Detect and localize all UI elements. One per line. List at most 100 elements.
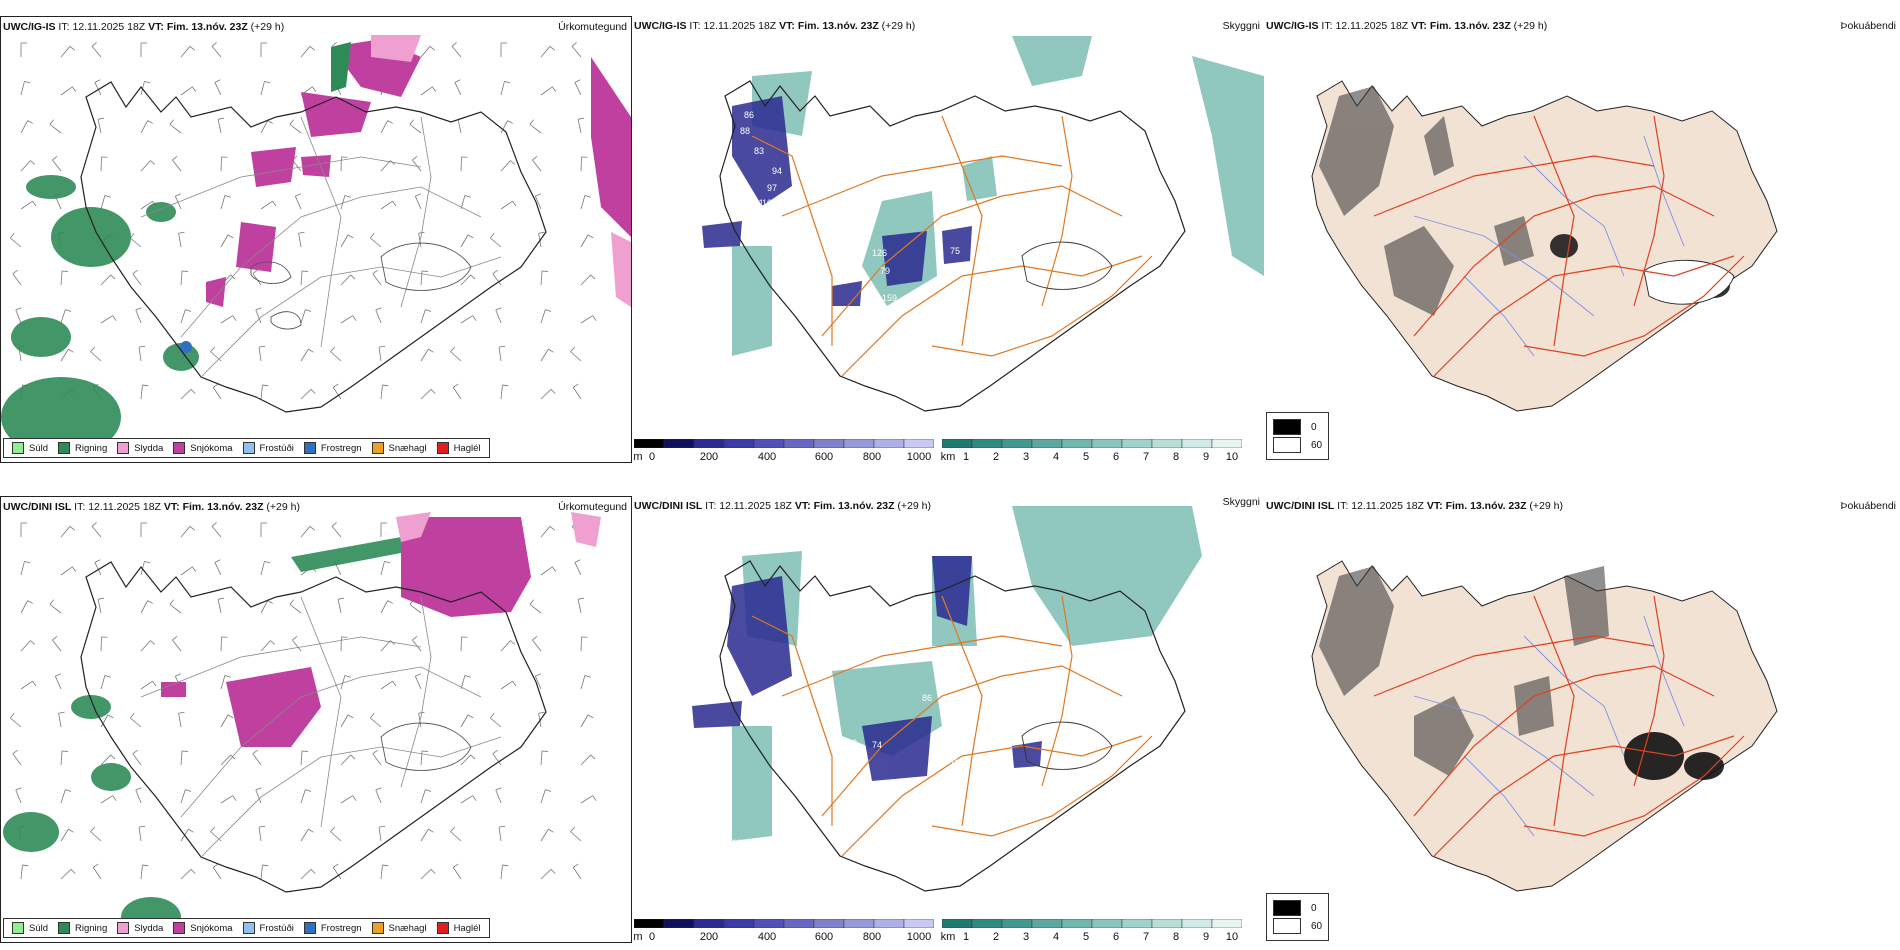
wind-barb-flag <box>232 795 237 801</box>
wind-barb-flag <box>27 120 34 124</box>
wind-barb-flag <box>107 714 114 719</box>
cloud-base-label: 101 <box>732 838 747 848</box>
wind-barb <box>180 789 186 804</box>
wind-barb <box>211 46 222 58</box>
wind-barb-flag <box>308 828 314 833</box>
wind-barb-flag <box>578 117 585 120</box>
legend-label: Rigning <box>75 922 108 934</box>
wind-barb-flag <box>91 42 97 47</box>
wind-barb <box>20 120 28 134</box>
wind-barb <box>580 315 594 324</box>
wind-barb-flag <box>72 566 77 572</box>
colorbar-tick: 200 <box>699 451 719 463</box>
wind-barb-flag <box>262 384 269 387</box>
colorbar-m-swatches <box>633 918 935 929</box>
wind-barb-flag <box>387 120 394 124</box>
legend-label: Haglél <box>453 922 481 934</box>
wind-barb <box>140 120 148 134</box>
wind-barb-flag <box>452 863 459 868</box>
wind-barb-flag <box>175 193 181 197</box>
colorbar-segment <box>783 438 815 449</box>
wind-barb-flag <box>295 193 301 197</box>
wind-barb-flag <box>382 384 389 387</box>
wind-barb <box>534 196 542 210</box>
wind-barb-flag <box>428 828 434 833</box>
wind-barb <box>60 271 63 286</box>
wind-barb <box>130 237 142 248</box>
cloud-base-label: 111 <box>750 198 764 208</box>
wind-barb-flag <box>378 345 386 348</box>
fog-legend-label: 0 <box>1311 421 1317 433</box>
colorbar-km-swatches <box>941 918 1243 929</box>
wind-barb-flag <box>258 345 266 348</box>
cloud-base-label: 205 <box>917 138 932 148</box>
wind-barb <box>180 46 191 58</box>
wind-barb-flag <box>192 86 197 92</box>
wind-barb <box>10 717 22 728</box>
colorbar-segment <box>1061 438 1093 449</box>
cloud-base-label: 102 <box>792 698 807 708</box>
wind-barb-flag <box>392 680 397 687</box>
legend-label: Frostregn <box>320 922 362 934</box>
cloud-panel-top: 86 88 83 94 97 111 100 101 756 812 205 126 79 75 159 60… <box>632 16 1264 463</box>
model-name: UWC/IG-IS <box>1266 20 1319 32</box>
precip-map-top <box>1 35 631 457</box>
colorbar-tick: 6 <box>1112 931 1120 943</box>
panel-title-cloud: Skyggni <box>1222 20 1260 32</box>
wind-barb <box>420 828 429 842</box>
wind-barb-flag <box>498 345 506 348</box>
wind-barb <box>500 680 513 690</box>
colorbar-tick: 3 <box>1022 931 1030 943</box>
colorbar-tick: 7 <box>1142 451 1150 463</box>
legend-label: Snjókoma <box>190 922 233 934</box>
wind-barb <box>380 640 391 652</box>
precip-type-panel-bottom: UWC/DINI ISL IT: 12.11.2025 18Z VT: Fim.… <box>0 496 632 943</box>
wind-barb <box>460 714 469 728</box>
wind-barb-flag <box>267 600 274 604</box>
wind-barb-flag <box>584 195 591 198</box>
wind-barb <box>97 599 102 614</box>
wind-barb <box>460 274 472 286</box>
glacier-outlines <box>1021 241 1113 290</box>
cloud-base-label: 82 <box>882 788 892 798</box>
wind-barb-flag <box>470 754 476 760</box>
wind-barb <box>180 868 192 880</box>
wind-barb-flag <box>372 269 378 274</box>
wind-barb-flag <box>172 155 178 161</box>
wind-barb <box>260 561 265 576</box>
wind-barb-flag <box>255 307 262 311</box>
wind-barb-flag <box>549 525 555 531</box>
wind-barb-flag <box>70 868 76 874</box>
wind-barb-flag <box>467 234 474 239</box>
wind-barb <box>20 640 31 652</box>
wind-barb <box>300 789 306 804</box>
wind-barb-flag <box>69 45 75 51</box>
wind-barb-flag <box>548 348 554 353</box>
wind-barb <box>100 274 112 286</box>
wind-barb <box>420 868 432 880</box>
wind-barb <box>375 309 382 324</box>
wind-barb <box>450 351 462 362</box>
wind-barb <box>574 82 582 96</box>
wind-barb-flag <box>98 117 105 120</box>
wind-barb <box>580 274 592 286</box>
wind-barb-flag <box>332 383 339 388</box>
colorbar-tick: 10 <box>1225 451 1239 463</box>
fog-legend-top: 0 60 <box>1266 412 1330 460</box>
wind-barb <box>140 160 151 172</box>
wind-barb <box>211 526 222 538</box>
wind-barb-flag <box>72 86 77 92</box>
wind-barb-flag <box>387 600 394 604</box>
wind-barb-flag <box>188 828 194 833</box>
lead-time: (+29 h) <box>897 500 931 512</box>
wind-barb <box>289 604 302 614</box>
wind-barb <box>380 600 388 614</box>
wind-barb-flag <box>52 635 58 641</box>
wind-barb-flag <box>110 274 116 280</box>
wind-barb-flag <box>169 599 174 605</box>
it-label: IT: <box>1321 20 1333 32</box>
wind-barb-flag <box>489 713 495 719</box>
wind-barb <box>212 387 222 400</box>
wind-barb <box>380 200 393 210</box>
colorbar-unit: km <box>940 931 956 943</box>
